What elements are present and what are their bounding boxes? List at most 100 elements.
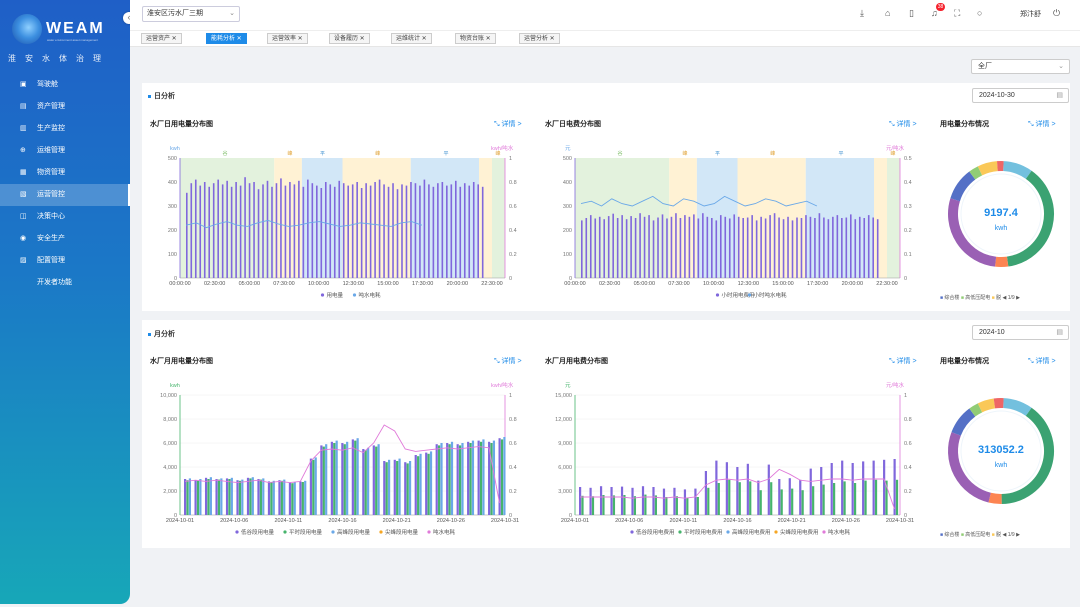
day-cost-detail-link[interactable]: ⤡ 详情 > [889, 119, 917, 129]
bar [827, 219, 830, 278]
bar [728, 479, 731, 515]
y-tick-label: 3,000 [558, 489, 572, 495]
bar [769, 215, 771, 278]
bar [612, 213, 614, 278]
mobile-icon[interactable]: ▯ [909, 8, 914, 18]
bar [360, 188, 363, 278]
sidebar-item-0[interactable]: ▣ 驾驶舱 [0, 74, 130, 96]
legend-label: 吨水电耗 [828, 528, 851, 536]
bar [226, 180, 228, 278]
month-ring-detail-link[interactable]: ⤡ 详情 > [1028, 356, 1056, 366]
legend-prev-icon[interactable]: ◀ [1002, 295, 1007, 301]
bar [670, 216, 673, 278]
section-marker [148, 94, 151, 98]
home-icon[interactable]: ⌂ [885, 8, 891, 18]
bar [843, 481, 846, 515]
bar [589, 215, 592, 278]
tab-3[interactable]: 设备履历 ✕ [329, 33, 370, 44]
download-icon[interactable]: ⤓ [860, 8, 864, 18]
bar [643, 216, 646, 278]
day-section-label: 日分析 [154, 93, 175, 100]
month-power-detail-link[interactable]: ⤡ 详情 > [494, 356, 522, 366]
bar [311, 183, 314, 278]
tab-2[interactable]: 运营效率 ✕ [267, 33, 308, 44]
day-section-title: 日分析 [148, 91, 175, 101]
y2-tick-label: 0.2 [509, 489, 517, 495]
bar [773, 213, 776, 278]
sidebar-item-label: 物资管理 [37, 169, 65, 176]
x-tick-label: 2024-10-26 [832, 518, 860, 524]
legend-swatch [774, 530, 778, 534]
scope-select[interactable]: 全厂 ⌄ [971, 59, 1070, 74]
legend-prev-icon[interactable]: ◀ [1002, 532, 1007, 538]
bar [362, 449, 365, 515]
bar [284, 185, 287, 278]
month-cost-detail-link[interactable]: ⤡ 详情 > [889, 356, 917, 366]
x-tick-label: 2024-10-21 [778, 518, 806, 524]
x-tick-label: 17:30:00 [412, 281, 433, 287]
bar [591, 496, 595, 515]
bar [262, 478, 265, 515]
legend-next-icon[interactable]: ▶ [1016, 295, 1020, 301]
power-icon[interactable]: ⏻ [1053, 8, 1061, 18]
day-power-detail-link[interactable]: ⤡ 详情 > [494, 119, 522, 129]
legend-label: 尖峰段用电费用 [780, 528, 819, 536]
theme-icon[interactable]: ○ [977, 8, 983, 18]
x-tick-label: 15:00:00 [772, 281, 793, 287]
tab-4[interactable]: 运维统计 ✕ [391, 33, 432, 44]
sidebar-item-4[interactable]: ▦ 物资管理 [0, 162, 130, 184]
period-label: 峰 [891, 150, 896, 157]
month-ring-legend: ■ 综合楼 ■ 高低压配电 ■ 脱 ◀ 1/9 ▶ [940, 531, 1020, 538]
month-analysis-card [142, 320, 1070, 548]
tab-0[interactable]: 运营资产 ✕ [141, 33, 182, 44]
tab-6[interactable]: 运营分析 ✕ [519, 33, 560, 44]
sidebar-item-1[interactable]: ▤ 资产管理 [0, 96, 130, 118]
project-select[interactable]: 淮安区污水厂三期 ⌄ [142, 6, 240, 22]
sidebar-item-6[interactable]: ◫ 决策中心 [0, 206, 130, 228]
bar [364, 450, 367, 515]
bar [853, 483, 857, 515]
day-cost-chart: 元 元/吨水谷 峰 平 峰 平 峰 0 100 200 300 400 500 0 0.1 0.2 0.3 0.4… [563, 144, 912, 299]
bar [194, 179, 197, 278]
user-name[interactable]: 郑汴舒 [1020, 11, 1041, 18]
bar [262, 184, 264, 278]
close-tab-icon[interactable]: ✕ [235, 36, 242, 42]
tab-1[interactable]: 能耗分析 ✕ [206, 33, 247, 44]
day-ring-unit: kwh [994, 225, 1008, 232]
sidebar-item-2[interactable]: ▥ 生产监控 [0, 118, 130, 140]
bar [322, 446, 325, 515]
series-line [580, 195, 818, 207]
day-ring-detail-link[interactable]: ⤡ 详情 > [1028, 119, 1056, 129]
close-tab-icon[interactable]: ✕ [358, 36, 365, 42]
bar [301, 482, 304, 515]
bar [393, 459, 396, 515]
bar [662, 488, 666, 515]
legend-next-icon[interactable]: ▶ [1016, 532, 1020, 538]
bar [230, 477, 233, 515]
period-label: 谷 [223, 150, 228, 157]
bar [414, 455, 417, 515]
bar [446, 185, 448, 278]
close-tab-icon[interactable]: ✕ [170, 36, 177, 42]
fullscreen-icon[interactable]: ⛶ [954, 8, 961, 18]
bar [204, 477, 208, 515]
sidebar-item-5[interactable]: ▧ 运营管控 [0, 184, 130, 206]
bar [440, 443, 443, 515]
sidebar-item-7[interactable]: ◉ 安全生产 [0, 228, 130, 250]
month-date-picker[interactable]: 2024-10 ▤ [972, 325, 1069, 340]
close-tab-icon[interactable]: ✕ [296, 36, 303, 42]
close-tab-icon[interactable]: ✕ [548, 36, 555, 42]
month-cost-chart-title: 水厂月用电费分布图 [545, 358, 608, 365]
legend-swatch [283, 530, 287, 534]
sidebar-item-9[interactable]: 开发者功能 [0, 272, 130, 294]
close-tab-icon[interactable]: ✕ [420, 36, 427, 42]
tab-5[interactable]: 物资台账 ✕ [455, 33, 496, 44]
sidebar-item-8[interactable]: ▨ 配置管理 [0, 250, 130, 272]
bar [463, 183, 466, 278]
y-tick-label: 200 [563, 228, 572, 234]
close-tab-icon[interactable]: ✕ [484, 36, 491, 42]
x-tick-label: 2024-10-11 [669, 518, 697, 524]
bell-icon[interactable]: ♫ [931, 8, 938, 18]
sidebar-item-3[interactable]: ⊕ 运维管理 [0, 140, 130, 162]
day-date-picker[interactable]: 2024-10-30 ▤ [972, 88, 1069, 103]
